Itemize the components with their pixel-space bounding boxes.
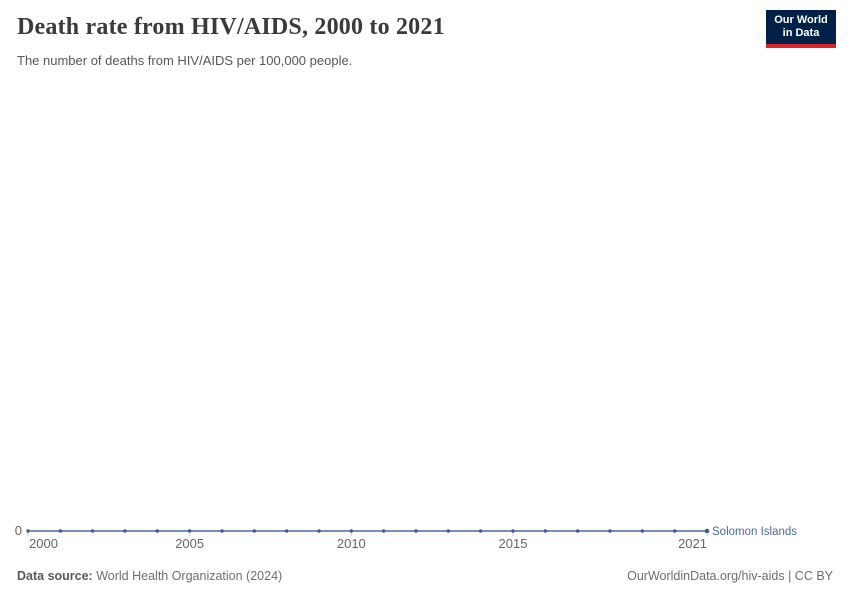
owid-logo-line2: in Data [782, 27, 820, 39]
data-point-2013[interactable] [446, 529, 451, 533]
data-point-2015[interactable] [511, 529, 515, 533]
data-point-2004[interactable] [155, 529, 160, 533]
x-axis-tick-label: 2000 [29, 536, 58, 551]
data-point-2003[interactable] [123, 529, 127, 533]
data-point-2018[interactable] [608, 529, 612, 533]
data-point-2009[interactable] [317, 529, 321, 533]
data-point-2000[interactable] [26, 529, 30, 533]
data-point-2006[interactable] [220, 529, 224, 533]
x-axis-tick-label: 2015 [499, 536, 528, 551]
y-axis-tick-label: 0 [15, 523, 22, 538]
data-point-2008[interactable] [284, 529, 289, 533]
data-point-2002[interactable] [90, 529, 95, 533]
data-point-2012[interactable] [414, 529, 418, 533]
chart-subtitle: The number of deaths from HIV/AIDS per 1… [17, 53, 353, 68]
data-point-2019[interactable] [640, 529, 645, 533]
x-axis-tick-label: 2021 [678, 536, 707, 551]
data-point-2011[interactable] [381, 529, 386, 533]
data-source-label: Data source: [17, 569, 93, 583]
owid-logo-line1: Our World [774, 14, 828, 26]
data-point-2005[interactable] [187, 529, 192, 533]
data-point-2016[interactable] [543, 529, 548, 533]
data-source-value: World Health Organization (2024) [96, 569, 283, 583]
data-point-2014[interactable] [478, 529, 483, 533]
footer-link[interactable]: OurWorldinData.org/hiv-aids | CC BY [627, 569, 833, 583]
owid-logo[interactable]: Our World in Data [766, 10, 836, 48]
data-point-2020[interactable] [672, 529, 677, 533]
data-point-2007[interactable] [252, 529, 257, 533]
x-axis-tick-label: 2005 [175, 536, 204, 551]
x-axis-tick-label: 2010 [337, 536, 366, 551]
data-point-2010[interactable] [349, 529, 354, 533]
data-point-2001[interactable] [58, 529, 63, 533]
series-end-label[interactable]: Solomon Islands [712, 526, 797, 538]
chart-title: Death rate from HIV/AIDS, 2000 to 2021 [17, 14, 445, 40]
data-point-2017[interactable] [575, 529, 580, 533]
data-source: Data source: World Health Organization (… [17, 569, 282, 583]
data-point-2021[interactable] [704, 528, 710, 534]
